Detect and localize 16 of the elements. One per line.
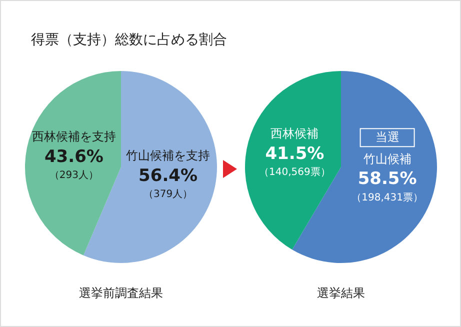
- text: 選挙結果: [317, 285, 365, 302]
- slice-label: 竹山候補を支持: [126, 148, 210, 163]
- data-label: 58.5%: [358, 169, 417, 190]
- text: （379人）: [143, 189, 193, 200]
- chart-title: 得票（支持）総数に占める割合: [31, 31, 227, 49]
- text: （198,431票）: [352, 192, 423, 204]
- text: （293人）: [49, 170, 99, 182]
- data-label: 41.5%: [265, 144, 324, 164]
- text: 当選: [375, 130, 400, 144]
- data-label: 43.6%: [44, 146, 104, 167]
- text: 選挙前調査結果: [79, 285, 163, 302]
- slice-label: 西林候補を支持: [32, 130, 116, 144]
- data-label: 56.4%: [138, 166, 198, 186]
- slice-label: 西林候補: [270, 126, 319, 140]
- text: （140,569票）: [259, 166, 330, 178]
- slice-label: 竹山候補: [363, 152, 412, 166]
